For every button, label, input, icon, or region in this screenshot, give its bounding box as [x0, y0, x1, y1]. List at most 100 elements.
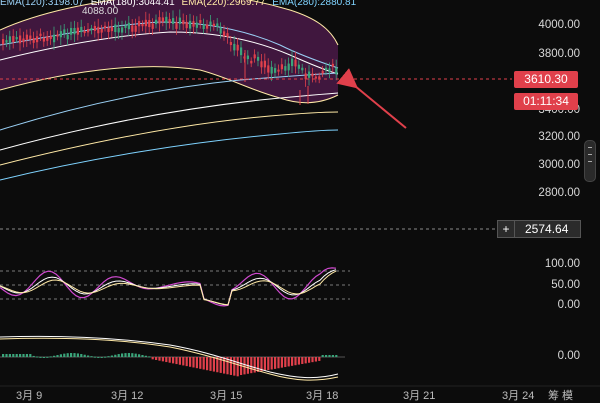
macd-bar — [185, 357, 188, 367]
ema180-line — [0, 92, 339, 151]
macd-bar — [229, 357, 232, 375]
macd-bar — [53, 355, 56, 357]
oscillator-d-line — [0, 269, 337, 306]
candle-body — [192, 21, 195, 27]
candle-body — [314, 76, 317, 79]
macd-bar — [8, 354, 11, 357]
band-upper-line — [0, 0, 339, 46]
macd-bar — [267, 357, 270, 371]
macd-bar — [25, 354, 28, 357]
macd-bar — [311, 357, 314, 363]
price-tick-3000: 3000.00 — [538, 159, 580, 171]
candle-body — [250, 60, 253, 64]
osc-tick-100: 100.00 — [544, 258, 580, 270]
candle-body — [107, 27, 110, 33]
legend-ema220: EMA(220):2969.77 — [181, 0, 266, 8]
macd-bar — [178, 357, 181, 365]
candle-body — [90, 28, 93, 31]
macd-dif-line — [0, 335, 339, 379]
macd-bar — [314, 357, 317, 362]
macd-bar — [93, 356, 96, 358]
macd-bar — [29, 354, 32, 357]
candle-body — [42, 37, 45, 42]
macd-bar — [104, 356, 107, 358]
macd-bar — [155, 357, 158, 360]
osc-tick-0: 0.00 — [557, 299, 580, 311]
ma-line-white — [0, 31, 339, 75]
candle-body — [70, 27, 73, 35]
candle-body — [216, 23, 219, 27]
last-price-tag: 3610.30 — [514, 71, 578, 88]
candle-body — [39, 33, 42, 36]
add-alert-icon[interactable]: + — [498, 221, 515, 237]
macd-bar — [294, 357, 297, 366]
macd-bar — [46, 356, 49, 358]
macd-bar — [148, 356, 151, 358]
legend-ema120: EMA(120):3198.07 — [0, 0, 84, 8]
candle-body — [236, 44, 239, 51]
macd-bar — [110, 355, 113, 357]
macd-dea-line — [0, 337, 339, 381]
candle-body — [158, 17, 161, 24]
candle-body — [25, 34, 28, 40]
candle-body — [59, 31, 62, 38]
candle-body — [280, 64, 283, 70]
macd-bar — [161, 357, 164, 362]
macd-bar — [199, 357, 202, 369]
candle-body — [144, 19, 147, 27]
candle-body — [240, 47, 243, 56]
macd-bar — [301, 357, 304, 364]
ema280-line — [0, 129, 339, 181]
macd-bar — [138, 354, 141, 357]
candle-body — [335, 67, 338, 75]
legend-ema280: EMA(280):2880.81 — [272, 0, 357, 8]
candle-body — [318, 76, 321, 79]
candle-body — [19, 35, 22, 44]
macd-bar — [297, 357, 300, 365]
candle-body — [36, 36, 39, 43]
candle-body — [8, 36, 11, 43]
x-tick-mar9: 3月 9 — [16, 390, 43, 402]
candle-body — [233, 43, 236, 51]
candle-body — [80, 26, 83, 33]
macd-bar — [243, 357, 246, 375]
candle-body — [178, 17, 181, 24]
macd-bar — [308, 357, 311, 363]
ema220-line — [0, 111, 339, 166]
candle-body — [5, 40, 8, 43]
macd-bar — [36, 356, 39, 358]
macd-bar — [274, 357, 277, 369]
macd-bar — [226, 357, 229, 375]
oscillator-j-line — [0, 270, 337, 306]
macd-bar — [189, 357, 192, 367]
macd-bar — [284, 357, 287, 368]
macd-bar — [80, 354, 83, 357]
candle-body — [277, 69, 280, 72]
candle-body — [172, 18, 175, 24]
macd-bar — [331, 355, 334, 357]
candle-body — [66, 34, 69, 40]
macd-bar — [263, 357, 266, 371]
oscillator-k-line — [0, 267, 337, 307]
candle-body — [161, 17, 164, 22]
macd-bar — [12, 354, 15, 357]
panel-resize-handle[interactable] — [584, 140, 596, 182]
candle-body — [304, 73, 307, 80]
candle-body — [131, 25, 134, 32]
macd-bar — [321, 355, 324, 357]
crosshair-price-box[interactable]: +2574.64 — [497, 220, 581, 238]
macd-bar — [90, 356, 93, 358]
macd-bar — [117, 354, 120, 357]
candle-body — [260, 61, 263, 68]
macd-bar — [127, 353, 130, 357]
macd-bar — [22, 354, 25, 357]
candle-body — [263, 60, 266, 68]
candle-body — [121, 27, 124, 33]
macd-bar — [291, 357, 294, 366]
candle-body — [12, 35, 15, 42]
macd-bar — [182, 357, 185, 366]
candle-body — [294, 59, 297, 67]
macd-bar — [233, 357, 236, 376]
macd-bar — [15, 354, 18, 357]
